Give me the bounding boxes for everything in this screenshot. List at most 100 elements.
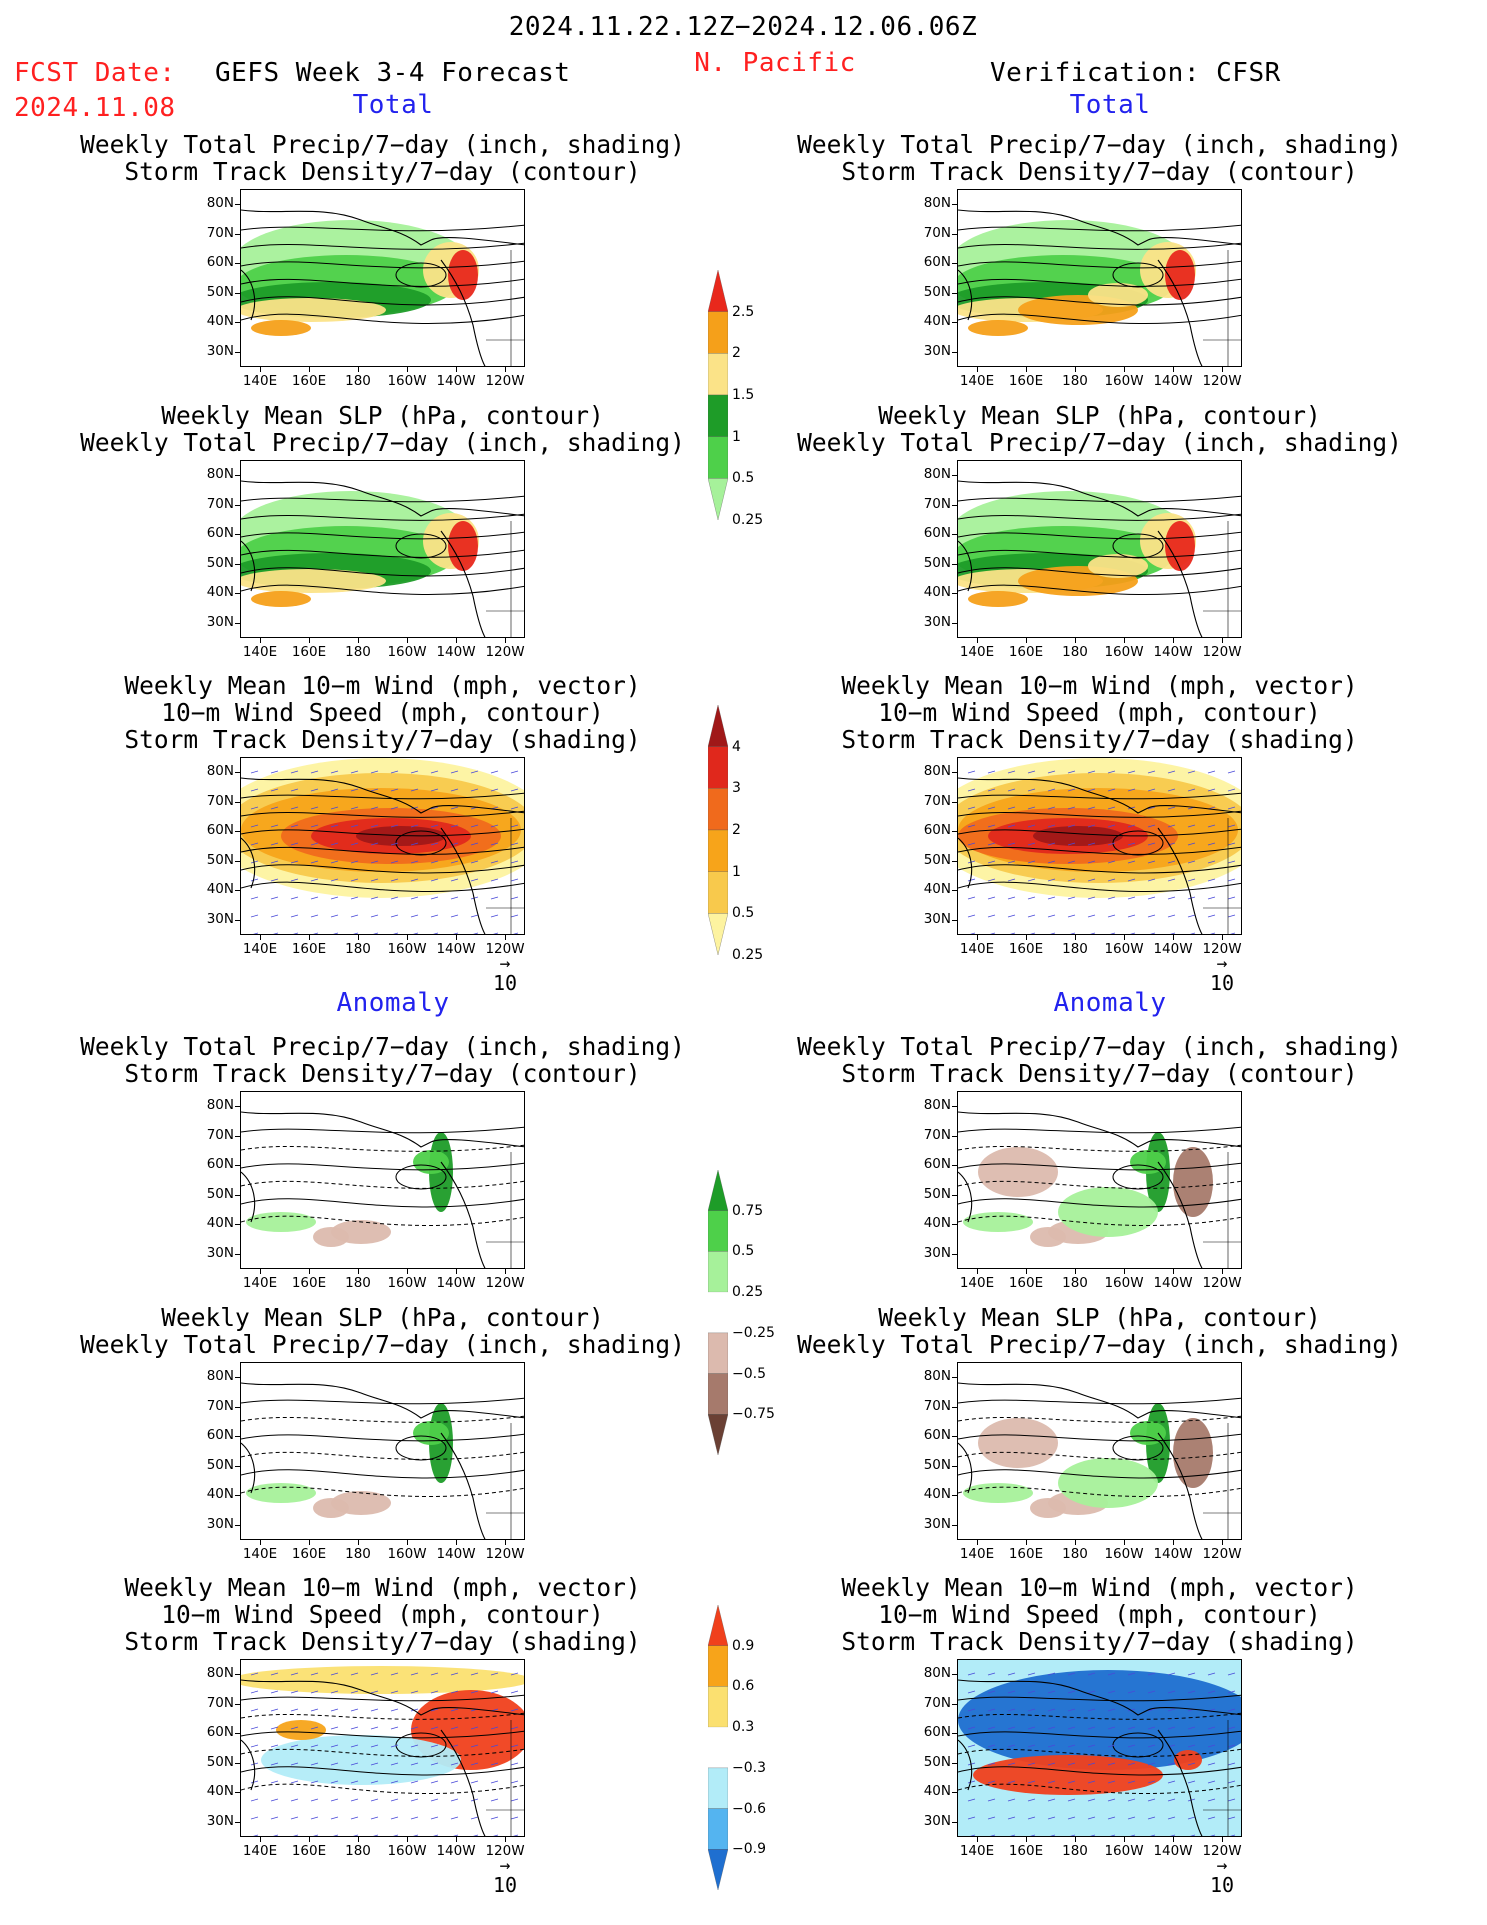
lat-tick [235, 772, 240, 773]
panel-title-line: Storm Track Density/7−day (contour) [124, 157, 641, 186]
vector-reference: → 10 [1210, 1857, 1234, 1898]
lon-tick [260, 1837, 261, 1842]
fcst-date-label: FCST Date: [14, 58, 176, 88]
map-svg [958, 758, 1241, 934]
lat-tick [952, 1703, 957, 1705]
map-svg [241, 1666, 524, 1836]
lat-label: 40N [923, 1215, 951, 1231]
lat-label: 40N [206, 313, 234, 329]
lat-label: 50N [923, 1753, 951, 1770]
lon-label: 140E [242, 1546, 278, 1562]
vector-ref-arrow: → [499, 1855, 511, 1876]
lat-label: 30N [206, 1515, 234, 1532]
lon-label: 120W [485, 1843, 525, 1859]
lon-tick [1173, 638, 1174, 643]
lon-tick [1026, 367, 1027, 372]
lat-tick [952, 1733, 957, 1734]
panel-title-line: Storm Track Density/7−day (contour) [841, 1059, 1358, 1088]
lon-tick [358, 638, 359, 643]
lon-tick [1026, 1540, 1027, 1545]
lat-tick [952, 772, 957, 773]
colorbar-segment [708, 478, 728, 520]
lon-label: 140W [436, 941, 476, 957]
lat-label: 50N [923, 851, 951, 868]
lat-label: 50N [206, 283, 234, 300]
lon-tick [407, 1269, 408, 1274]
lat-tick [952, 475, 957, 476]
panel-title-line: Weekly Total Precip/7−day (inch, shading… [797, 130, 1402, 159]
lon-label: 140E [242, 941, 278, 957]
lon-label: 140W [1153, 941, 1193, 957]
lat-label: 60N [206, 525, 234, 541]
lon-tick [1222, 1837, 1223, 1842]
lon-label: 120W [485, 1275, 525, 1291]
colorbar-label: 0.25 [732, 1284, 764, 1301]
lat-label: 70N [206, 1397, 234, 1414]
colorbar-label: 1 [732, 428, 741, 445]
lon-tick [505, 935, 506, 940]
lon-label: 160E [291, 941, 327, 957]
forecast-title: GEFS Week 3-4 Forecast [215, 58, 571, 88]
colorbar-segment [708, 1292, 728, 1333]
lat-label: 70N [923, 1397, 951, 1414]
colorbar-segment [708, 311, 728, 354]
lat-label: 70N [923, 224, 951, 241]
lat-label: 60N [923, 1156, 951, 1172]
lon-label: 160W [387, 1843, 427, 1859]
lon-label: 160W [387, 941, 427, 957]
vector-reference: → 10 [493, 955, 517, 996]
map-panel-fcst-anom-wind-storm [240, 1659, 525, 1837]
lon-tick [260, 367, 261, 372]
panel-title-line: 10−m Wind Speed (mph, contour) [161, 1600, 604, 1629]
lon-tick [1075, 1269, 1076, 1274]
lat-tick [952, 504, 957, 506]
lat-label: 80N [923, 1368, 951, 1384]
colorbar-segment [708, 1414, 728, 1455]
lon-tick [358, 367, 359, 372]
lon-tick [1173, 1837, 1174, 1842]
map-svg [241, 480, 524, 637]
lon-label: 120W [1202, 373, 1242, 389]
lat-tick [235, 1762, 240, 1764]
lon-label: 140E [242, 1843, 278, 1859]
lat-tick [235, 1377, 240, 1378]
lon-tick [1173, 1269, 1174, 1274]
lat-tick [952, 534, 957, 535]
lon-label: 140W [1153, 1275, 1193, 1291]
lat-label: 30N [206, 1244, 234, 1261]
lat-label: 30N [923, 1812, 951, 1829]
panel-title-line: Weekly Total Precip/7−day (inch, shading… [80, 130, 685, 159]
lat-label: 60N [206, 822, 234, 838]
lat-tick [235, 1135, 240, 1137]
lat-label: 60N [206, 1724, 234, 1740]
map-svg [241, 1111, 524, 1268]
map-svg [958, 1660, 1241, 1836]
date-range-title: 2024.11.22.12Z−2024.12.06.06Z [508, 12, 978, 42]
lat-label: 80N [923, 1097, 951, 1113]
lat-tick [235, 1436, 240, 1437]
lat-label: 80N [923, 1665, 951, 1681]
colorbar-segment [708, 270, 728, 312]
map-panel-ver-total-precip-storm [957, 189, 1242, 367]
lat-tick [952, 1524, 957, 1526]
lat-tick [235, 1224, 240, 1225]
lon-label: 160E [291, 373, 327, 389]
lon-tick [309, 1540, 310, 1545]
map-svg [958, 1382, 1241, 1539]
lon-label: 140W [436, 644, 476, 660]
lon-tick [1173, 935, 1174, 940]
lon-label: 160E [1008, 1546, 1044, 1562]
lon-label: 160E [1008, 941, 1044, 957]
lat-tick [952, 919, 957, 921]
lon-label: 140E [959, 644, 995, 660]
lon-label: 160W [1104, 644, 1144, 660]
lon-label: 140E [959, 1843, 995, 1859]
region-title: N. Pacific [694, 48, 856, 78]
panel-title-line: Weekly Mean 10−m Wind (mph, vector) [841, 671, 1358, 700]
lon-label: 160E [291, 1843, 327, 1859]
lon-label: 140W [436, 373, 476, 389]
lon-tick [1124, 935, 1125, 940]
anomaly-label-left: Anomaly [336, 988, 450, 1018]
colorbar-label: −0.25 [732, 1324, 775, 1341]
panel-title-line: Weekly Total Precip/7−day (inch, shading… [80, 1330, 685, 1359]
